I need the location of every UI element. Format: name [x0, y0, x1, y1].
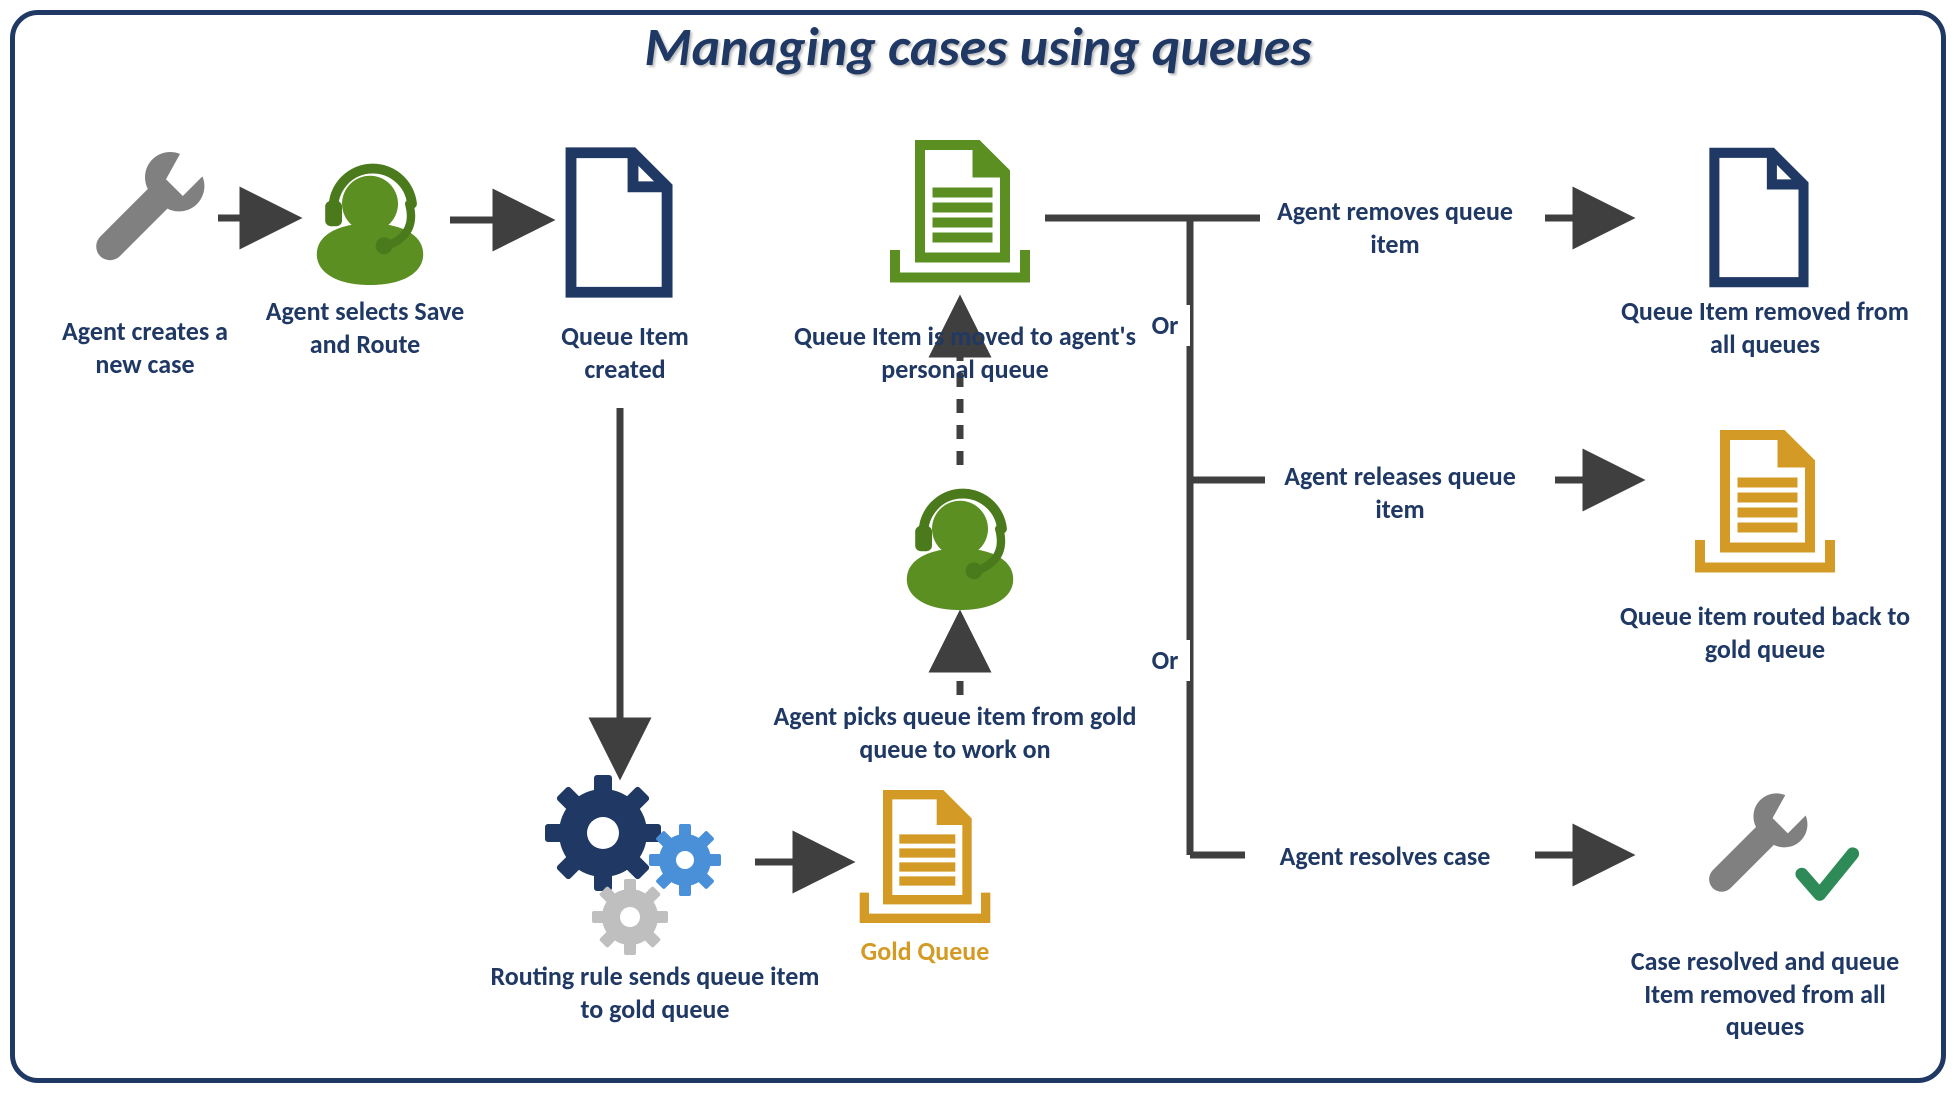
node-label: Routing rule sends queue item to gold qu…	[490, 960, 820, 1025]
node-label: Agent removes queue item	[1270, 195, 1520, 260]
node-label: Queue Item is moved to agent's personal …	[790, 320, 1140, 385]
node-label: Queue Item created	[530, 320, 720, 385]
node-label: Gold Queue	[840, 935, 1010, 968]
node-label: Agent picks queue item from gold queue t…	[770, 700, 1140, 765]
node-label: Agent resolves case	[1250, 840, 1520, 873]
node-label: Case resolved and queue Item removed fro…	[1605, 945, 1925, 1043]
or-label: Or	[1140, 305, 1190, 346]
connectors	[0, 0, 1956, 1093]
node-label: Queue Item removed from all queues	[1610, 295, 1920, 360]
node-label: Agent creates a new case	[55, 315, 235, 380]
node-label: Queue item routed back to gold queue	[1610, 600, 1920, 665]
or-label: Or	[1140, 640, 1190, 681]
diagram-canvas: Managing cases using queues	[0, 0, 1956, 1093]
node-label: Agent releases queue item	[1275, 460, 1525, 525]
node-label: Agent selects Save and Route	[255, 295, 475, 360]
